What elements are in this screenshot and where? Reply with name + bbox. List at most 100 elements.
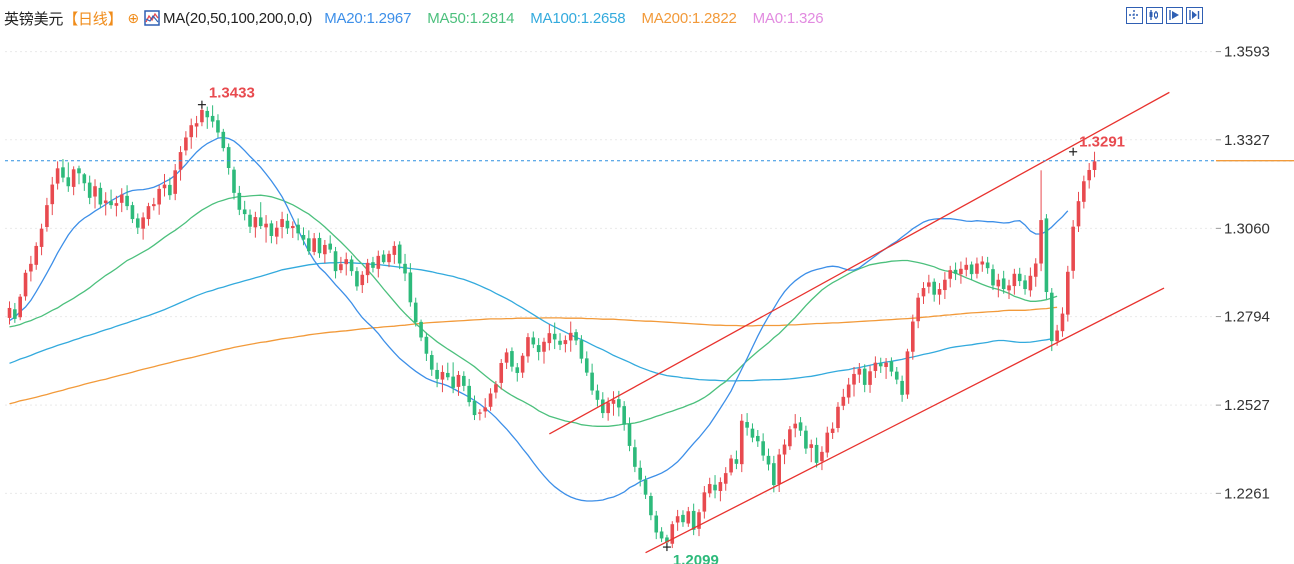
- candle-body: [1049, 292, 1054, 342]
- chart-type-button[interactable]: [1146, 7, 1163, 24]
- candle-body: [985, 262, 990, 269]
- candle-body: [932, 281, 936, 295]
- ma100-line: [9, 261, 1052, 382]
- candle: [563, 335, 568, 353]
- candle-body: [61, 167, 65, 178]
- candle: [98, 182, 103, 209]
- candle-body: [504, 352, 509, 363]
- candle: [61, 159, 65, 183]
- candle: [788, 426, 792, 450]
- indicator-chart-icon[interactable]: [144, 10, 160, 26]
- candle: [248, 209, 252, 233]
- play-button[interactable]: [1166, 7, 1183, 24]
- candle: [739, 414, 744, 473]
- candle: [152, 197, 156, 211]
- candle-body: [55, 168, 60, 184]
- candle-body: [1039, 220, 1043, 264]
- candle: [103, 192, 108, 216]
- price-axis: 1.3593 1.3327 1.3060 1.2794 1.2527 1.2261: [1216, 44, 1270, 502]
- candle-body: [633, 447, 637, 467]
- candle-body: [210, 115, 215, 122]
- candle-body: [809, 444, 814, 448]
- candle: [205, 106, 210, 129]
- candle: [114, 195, 119, 217]
- candle: [558, 333, 562, 351]
- candle-body: [542, 341, 546, 352]
- candle-body: [595, 390, 600, 400]
- candle: [317, 232, 322, 258]
- candle: [376, 250, 381, 278]
- candle: [723, 467, 728, 491]
- candle: [568, 321, 573, 352]
- candle-body: [878, 363, 883, 367]
- candle: [729, 454, 733, 476]
- candle: [782, 439, 787, 465]
- candle-body: [34, 245, 39, 265]
- candle: [857, 363, 862, 383]
- candle-body: [77, 168, 81, 174]
- ma-definition: MA(20,50,100,200,0,0): [162, 9, 313, 27]
- grid-lines: [5, 51, 1216, 494]
- candle-body: [1060, 313, 1065, 332]
- candle-body: [686, 511, 691, 524]
- candle: [750, 423, 755, 443]
- candle: [125, 185, 129, 211]
- add-indicator-icon[interactable]: ⊕: [127, 9, 139, 26]
- candle-body: [435, 369, 439, 379]
- candle: [536, 338, 541, 361]
- candle: [991, 264, 995, 291]
- candle-body: [761, 441, 765, 456]
- trend-channel: [549, 91, 1170, 554]
- candle: [178, 146, 183, 181]
- candle: [531, 331, 536, 349]
- candle-body: [408, 272, 413, 303]
- candle: [135, 213, 140, 234]
- candle-body: [45, 205, 49, 228]
- candle: [846, 377, 851, 404]
- candle-body: [526, 337, 530, 357]
- candle: [772, 455, 776, 493]
- candle-body: [376, 255, 381, 269]
- candle-body: [103, 200, 108, 204]
- candle-body: [381, 254, 386, 263]
- forward-icon: [1189, 10, 1200, 20]
- y-tick-label: 1.2794: [1224, 309, 1270, 326]
- candle-body: [1033, 263, 1038, 277]
- candle: [1033, 258, 1038, 287]
- forward-button[interactable]: [1186, 7, 1203, 24]
- candle-body: [959, 268, 963, 275]
- candle-body: [675, 516, 680, 523]
- candle-body: [440, 371, 445, 380]
- candle-body: [365, 262, 370, 276]
- candle: [1071, 220, 1075, 279]
- candle-body: [109, 201, 113, 206]
- candle-body: [387, 253, 391, 263]
- candle-body: [1087, 169, 1091, 181]
- candle-body: [248, 214, 252, 227]
- candle-body: [590, 372, 594, 391]
- candle-body: [766, 455, 771, 465]
- candle-body: [756, 435, 760, 442]
- candle: [66, 162, 71, 192]
- candle-body: [996, 279, 1001, 287]
- candle: [50, 176, 55, 216]
- ma-value-3: MA200:1.2822: [641, 9, 737, 27]
- candle: [681, 510, 685, 527]
- candle: [173, 164, 177, 201]
- channel-upper-line: [549, 91, 1170, 435]
- candle-body: [419, 321, 423, 338]
- candle: [39, 223, 44, 256]
- high-price-label: 1.3433: [209, 85, 255, 102]
- period-selector[interactable]: 【日线】: [63, 10, 123, 28]
- candle-body: [798, 422, 803, 431]
- candle: [574, 329, 578, 346]
- candle: [1076, 191, 1081, 233]
- candle-body: [429, 355, 434, 370]
- candle: [392, 241, 397, 264]
- candle: [911, 314, 915, 360]
- candle-body: [483, 407, 488, 412]
- candle-body: [39, 228, 44, 247]
- crosshair-button[interactable]: [1126, 7, 1143, 24]
- candle-body: [494, 384, 498, 393]
